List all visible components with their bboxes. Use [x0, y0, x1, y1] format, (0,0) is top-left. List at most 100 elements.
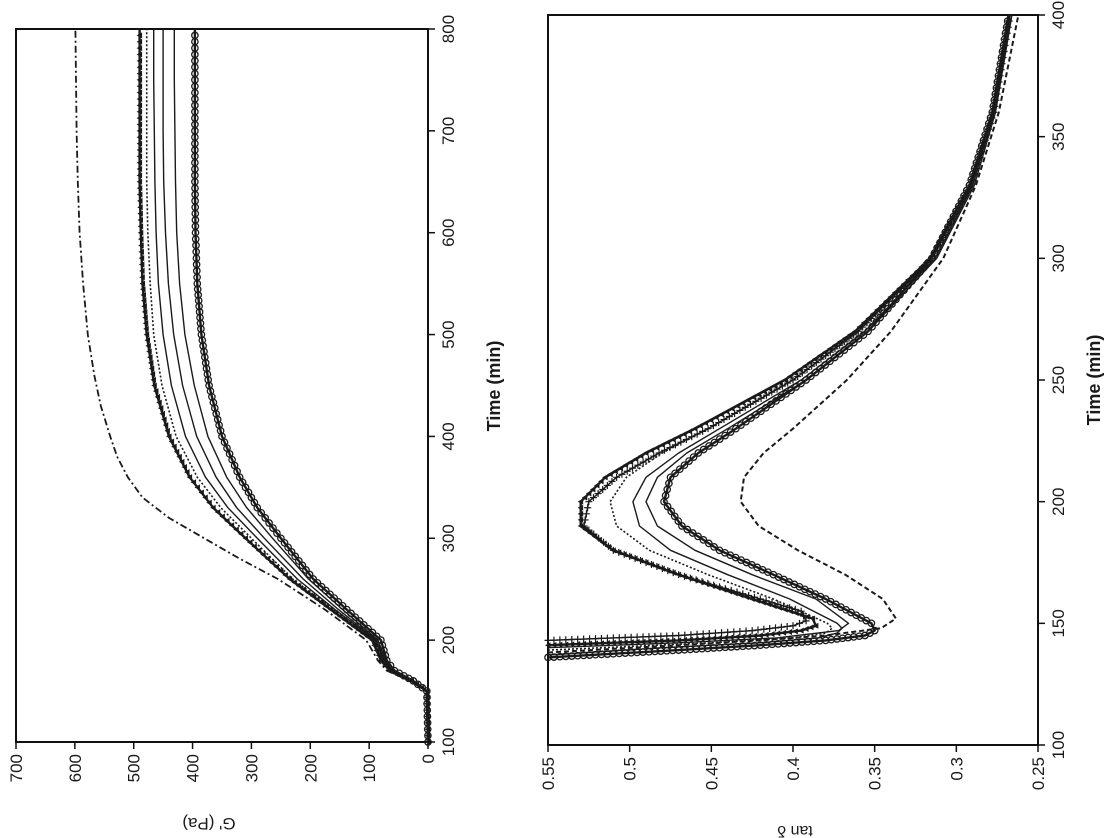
series-marker-triangle: [137, 197, 143, 204]
series-marker-circle: [685, 457, 693, 465]
series-marker-plus: [686, 574, 694, 582]
series-marker-plus: [582, 510, 590, 518]
series-marker-circle: [204, 375, 213, 384]
series-marker-triangle: [136, 134, 143, 141]
series-marker-triangle: [136, 89, 143, 96]
series-marker-triangle: [143, 325, 149, 332]
series-marker-plus: [971, 170, 979, 178]
series-marker-triangle: [577, 504, 584, 511]
series-marker-circle: [269, 524, 277, 532]
series-marker-triangle: [760, 388, 767, 395]
series-marker-plus: [585, 526, 593, 534]
series-marker-triangle: [581, 494, 588, 501]
series-marker-triangle: [745, 633, 752, 640]
series-marker-circle: [675, 465, 684, 474]
series-marker-plus: [991, 102, 999, 110]
series-marker-plus: [760, 625, 768, 633]
series-marker-plus: [751, 593, 758, 601]
series-marker-triangle: [136, 166, 143, 173]
series-marker-circle: [667, 507, 676, 516]
series-marker-circle: [694, 532, 702, 541]
series-marker-triangle: [723, 408, 730, 415]
series-marker-plus: [817, 355, 825, 363]
series-marker-plus: [698, 578, 706, 586]
series-marker-triangle: [136, 96, 143, 103]
y-tick-label: 700: [7, 754, 26, 782]
series-marker-plus: [936, 239, 944, 247]
y-tick-label: 500: [125, 754, 144, 782]
series-marker-triangle: [139, 280, 146, 287]
series-marker-plus: [716, 583, 723, 591]
series-marker-plus: [604, 542, 612, 550]
series-marker-triangle: [148, 365, 155, 372]
series-marker-plus: [633, 633, 641, 641]
series-marker-circle: [355, 617, 364, 625]
series-marker-triangle: [136, 108, 143, 115]
series-marker-plus: [754, 626, 762, 634]
series-marker-plus: [675, 632, 683, 639]
series-marker-triangle: [699, 635, 705, 642]
series-marker-plus: [609, 634, 617, 642]
series-marker-triangle: [793, 610, 799, 617]
series-0-dashed-line: [547, 14, 1020, 654]
plot-frame: [15, 28, 429, 743]
series-marker-triangle: [769, 631, 775, 638]
x-tick-label: 350: [1049, 122, 1068, 150]
series-marker-triangle: [755, 391, 761, 398]
series-marker-plus: [1000, 48, 1008, 55]
series-marker-plus: [990, 108, 998, 116]
series-marker-plus: [651, 632, 659, 640]
series-marker-triangle: [710, 635, 717, 642]
series-marker-circle: [678, 522, 686, 530]
series-marker-plus: [621, 633, 629, 641]
series-marker-circle: [855, 632, 864, 641]
series-marker-plus: [748, 627, 756, 635]
time-axis: 100 150 200 250 300 350 400: [1038, 1, 1068, 759]
series-marker-triangle: [159, 410, 165, 417]
series-marker-circle: [876, 313, 884, 322]
y-tick-label: 300: [242, 754, 261, 782]
series-marker-triangle: [580, 640, 587, 647]
series-marker-plus: [609, 546, 617, 554]
series-marker-circle: [302, 566, 310, 574]
series-marker-plus: [647, 561, 655, 569]
series-marker-plus: [999, 54, 1007, 62]
series-marker-plus: [756, 595, 764, 603]
series-marker-plus: [893, 289, 901, 297]
series-marker-triangle: [718, 411, 724, 418]
series-marker-circle: [347, 609, 355, 618]
series-marker-plus: [655, 449, 663, 457]
y-tick-label: 0.3: [947, 757, 966, 781]
x-tick-label: 700: [439, 117, 458, 145]
series-marker-circle: [265, 519, 273, 527]
series-marker-triangle: [255, 547, 262, 554]
series-marker-triangle: [136, 140, 143, 147]
series-marker-plus: [677, 438, 685, 446]
series-marker-plus: [981, 136, 989, 144]
series-marker-triangle: [664, 439, 671, 446]
series-marker-plus: [586, 635, 594, 643]
series-marker-triangle: [786, 629, 792, 636]
series-marker-triangle: [792, 628, 798, 635]
y-tick-label: 0.4: [784, 757, 803, 781]
series-marker-circle: [197, 330, 206, 339]
series-marker-circle: [699, 536, 708, 544]
series-marker-triangle: [136, 76, 143, 83]
series-marker-plus: [789, 622, 797, 630]
series-marker-circle: [381, 651, 390, 660]
series-marker-plus: [584, 504, 592, 512]
series-marker-plus: [631, 554, 639, 562]
series-marker-plus: [777, 623, 785, 631]
series-marker-plus: [826, 348, 834, 356]
series-marker-plus: [663, 632, 671, 640]
series-marker-circle: [198, 336, 207, 345]
series-0-dash-dot-line: [74, 28, 429, 743]
tan-delta-axis: 0.25 0.3 0.35 0.4 0.45 0.5 0.55: [539, 745, 1048, 790]
series-marker-plus: [742, 627, 750, 635]
series-marker-triangle: [594, 482, 600, 489]
series-marker-plus: [766, 625, 774, 633]
series-marker-circle: [364, 624, 372, 633]
series-marker-triangle: [151, 382, 157, 389]
series-marker-triangle: [622, 639, 628, 646]
series-marker-plus: [589, 494, 597, 502]
